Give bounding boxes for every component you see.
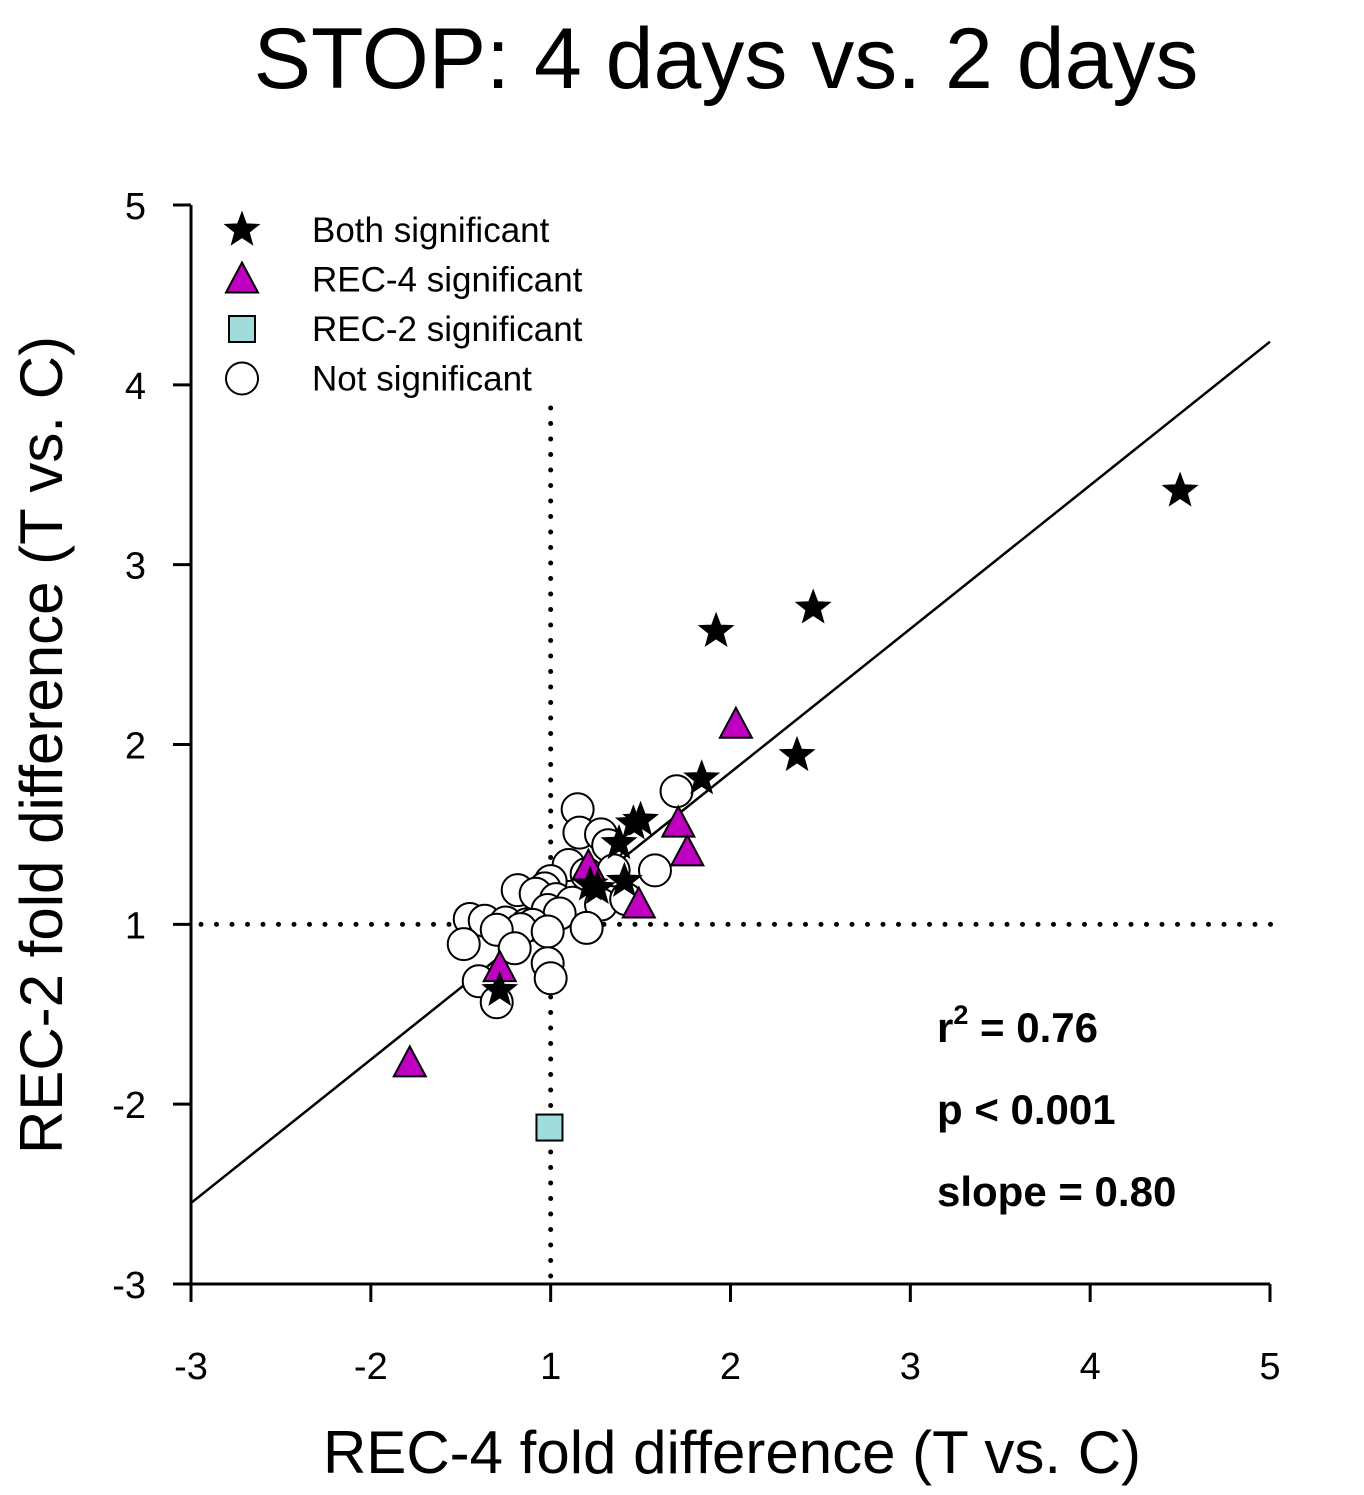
- legend-square-icon: [228, 315, 256, 343]
- legend-label: Both significant: [312, 211, 550, 250]
- circle-point: [533, 961, 568, 996]
- data-points: [392, 471, 1199, 1142]
- x-tick-label: -2: [354, 1346, 388, 1388]
- y-tick-label: 2: [125, 726, 146, 768]
- stats-annotation: r2 = 0.76 p < 0.001 slope = 0.80: [937, 1000, 1176, 1215]
- series-square: [535, 1113, 564, 1142]
- y-tick-label: 5: [125, 186, 146, 228]
- reference-lines: [198, 405, 1283, 1287]
- legend-label: REC-2 significant: [312, 310, 583, 349]
- star-point: [614, 804, 652, 840]
- triangle-point: [660, 804, 697, 838]
- legend-star-icon: [223, 210, 261, 246]
- r-squared-annotation: r2 = 0.76: [937, 1000, 1098, 1051]
- circle-point: [659, 774, 694, 809]
- chart-title: STOP: 4 days vs. 2 days: [254, 11, 1199, 107]
- legend-triangle-icon: [224, 260, 260, 294]
- r-superscript: 2: [953, 1000, 968, 1030]
- circle-point: [446, 927, 481, 962]
- legend-label: Not significant: [312, 360, 532, 399]
- triangle-point: [669, 833, 706, 867]
- star-point: [600, 823, 638, 860]
- y-tick-label: -3: [112, 1265, 146, 1307]
- x-tick-label: -3: [174, 1346, 208, 1388]
- series-star: [481, 471, 1199, 1006]
- r-squared-value: = 0.76: [968, 1004, 1098, 1051]
- star-point: [578, 868, 616, 905]
- star-point: [683, 759, 721, 795]
- p-value-annotation: p < 0.001: [937, 1086, 1116, 1133]
- legend-label: REC-4 significant: [312, 261, 583, 300]
- y-tick-label: 4: [125, 366, 146, 408]
- regression-line: [190, 340, 1271, 1205]
- y-axis-title-group: REC-2 fold difference (T vs. C): [8, 336, 75, 1154]
- circle-point: [530, 914, 565, 949]
- circle-point: [497, 931, 532, 966]
- x-tick-label: 3: [900, 1346, 921, 1388]
- y-tick-label: 1: [125, 905, 146, 947]
- x-tick-label: 1: [540, 1346, 561, 1388]
- triangle-point: [392, 1044, 428, 1078]
- star-point: [605, 861, 643, 897]
- star-point: [1161, 471, 1199, 507]
- regression-line-group: [190, 340, 1271, 1205]
- star-point: [697, 611, 735, 647]
- star-point: [778, 735, 816, 772]
- x-axis-title: REC-4 fold difference (T vs. C): [323, 1419, 1141, 1486]
- y-axis-title: REC-2 fold difference (T vs. C): [8, 336, 75, 1154]
- triangle-point: [718, 705, 754, 739]
- legend-circle-icon: [225, 361, 259, 396]
- slope-annotation: slope = 0.80: [937, 1168, 1176, 1215]
- star-point: [481, 970, 519, 1006]
- x-tick-label: 2: [720, 1346, 741, 1388]
- y-tick-label: -2: [112, 1085, 146, 1127]
- x-tick-label: 5: [1259, 1346, 1280, 1388]
- axes: -3 -2 1 2 3 4 5 -3 -2 1 2 3 4 5: [112, 186, 1280, 1388]
- star-point: [794, 588, 832, 624]
- legend: Both significant REC-4 significant REC-2 s…: [223, 210, 583, 399]
- x-tick-label: 4: [1080, 1346, 1101, 1388]
- triangle-point: [621, 885, 657, 919]
- circle-point: [569, 910, 604, 945]
- y-tick-label: 3: [125, 546, 146, 588]
- circle-point: [637, 853, 672, 888]
- square-point: [535, 1113, 564, 1142]
- r-label: r: [937, 1004, 953, 1051]
